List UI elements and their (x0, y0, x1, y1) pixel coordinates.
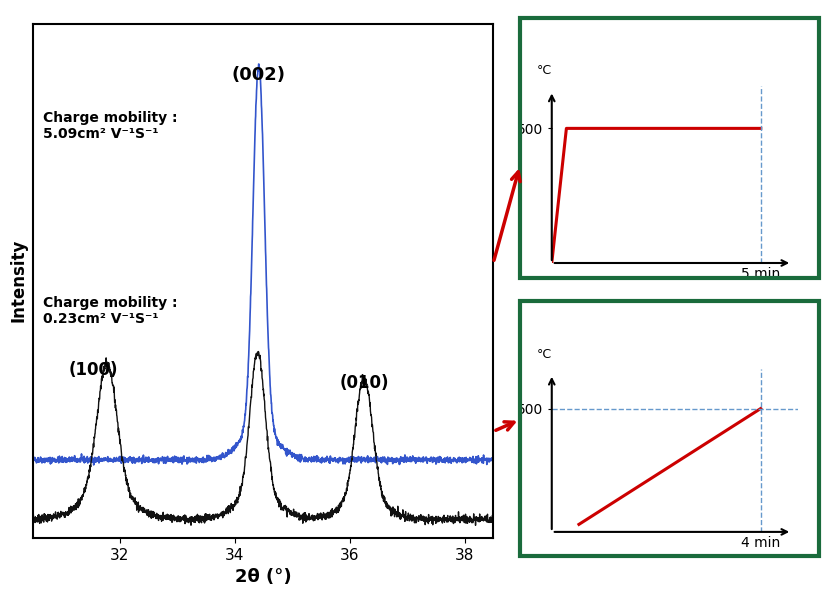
Text: 정온 열처리: 정온 열처리 (637, 39, 702, 59)
Text: (100): (100) (69, 361, 119, 379)
Text: Charge mobility :
5.09cm² V⁻¹S⁻¹: Charge mobility : 5.09cm² V⁻¹S⁻¹ (43, 111, 177, 141)
Text: (010): (010) (339, 374, 389, 392)
Text: °C: °C (537, 64, 552, 77)
Text: (002): (002) (232, 66, 286, 84)
Text: Charge mobility :
0.23cm² V⁻¹S⁻¹: Charge mobility : 0.23cm² V⁻¹S⁻¹ (43, 296, 177, 326)
X-axis label: 2θ (°): 2θ (°) (235, 568, 292, 586)
Text: 승온 열처리: 승온 열처리 (637, 323, 702, 342)
Y-axis label: Intensity: Intensity (10, 239, 28, 323)
Text: °C: °C (537, 348, 552, 361)
